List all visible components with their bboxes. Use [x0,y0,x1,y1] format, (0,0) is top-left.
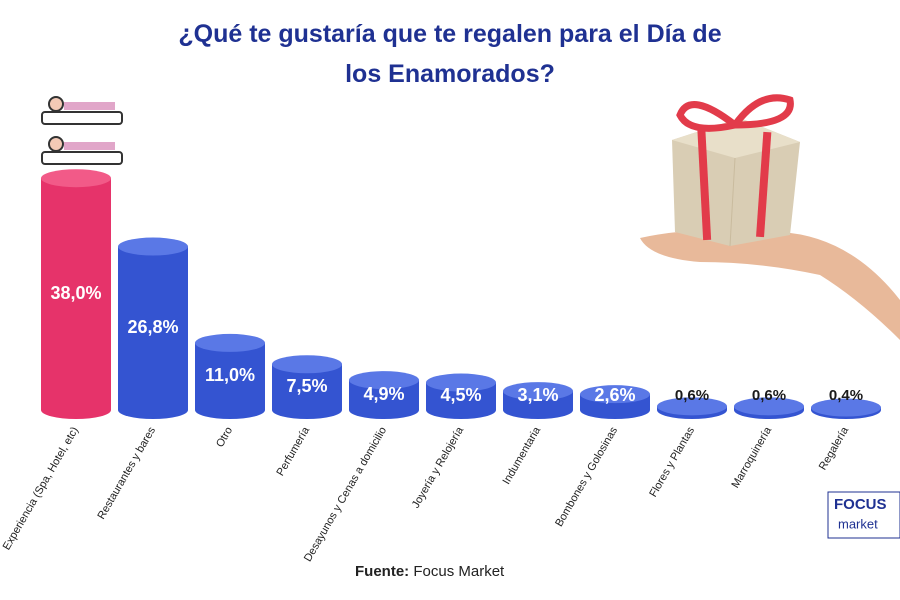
gift-illustration [640,94,900,340]
x-tick-label: Marroquinería [729,424,774,490]
value-label: 2,6% [594,385,635,405]
value-label: 7,5% [286,376,327,396]
x-tick-label: Restaurantes y bares [95,425,158,522]
bar-top [580,385,650,404]
x-tick-label: Experiencia (Spa, Hotel, etc) [1,425,81,552]
bar-top [657,397,727,416]
chart-title: ¿Qué te gustaría que te regalen para el … [178,20,722,88]
spa-icon [41,96,123,165]
bar-top [41,169,111,188]
x-tick-label: Indumentaria [501,424,544,486]
source-text: Focus Market [413,563,505,580]
logo: FOCUS market [827,491,900,539]
value-label: 4,9% [363,384,404,404]
value-label: 38,0% [50,283,101,303]
logo-line1: FOCUS [834,496,887,513]
x-tick-label: Perfumería [275,424,313,478]
x-tick-label: Regalería [817,424,852,472]
source: Fuente: Focus Market [355,563,505,580]
bar [41,178,111,410]
x-tick-label: Joyería y Relojería [410,424,467,510]
bar-top [349,371,419,390]
bar [195,342,265,410]
bar [118,246,188,410]
bar-top [426,373,496,392]
x-tick-label: Desayunos y Cenas a domicilio [302,425,389,564]
bar-top [503,382,573,401]
logo-line2: market [838,516,878,531]
bar-top [811,398,881,417]
bar-top [195,333,265,352]
bar-top [272,355,342,374]
value-label: 26,8% [127,317,178,337]
value-label: 11,0% [205,365,255,385]
x-tick-label: Bombones y Golosinas [553,425,620,529]
value-label: 0,4% [829,387,863,404]
bar-top [118,237,188,256]
bar-top [734,397,804,416]
value-label: 0,6% [675,387,709,404]
x-tick-label: Otro [214,425,235,450]
value-label: 4,5% [440,385,481,405]
value-label: 0,6% [752,387,786,404]
source-label: Fuente: [355,563,409,580]
value-label: 3,1% [517,385,558,405]
x-tick-label: Flores y Plantas [647,425,697,500]
